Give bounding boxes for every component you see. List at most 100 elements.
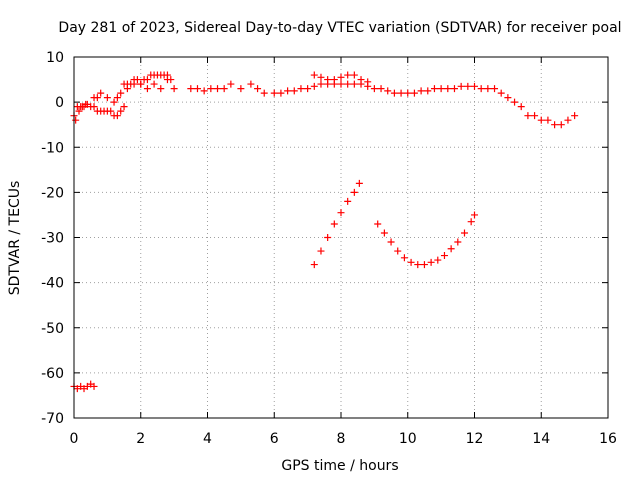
- data-point: [407, 258, 415, 266]
- data-point: [437, 85, 445, 93]
- data-point: [247, 80, 255, 88]
- x-tick-label: 4: [203, 431, 212, 447]
- data-point: [460, 229, 468, 237]
- y-tick-label: -60: [41, 366, 64, 382]
- x-tick-label: 2: [136, 431, 145, 447]
- data-point: [290, 87, 298, 95]
- data-point: [193, 85, 201, 93]
- data-point: [427, 258, 435, 266]
- data-point: [397, 89, 405, 97]
- data-point: [504, 94, 512, 102]
- data-point: [90, 382, 98, 390]
- data-point: [330, 220, 338, 228]
- data-point: [484, 85, 492, 93]
- series-seg-valley: [374, 211, 478, 269]
- data-point: [447, 245, 455, 253]
- data-point: [344, 80, 352, 88]
- data-point: [227, 80, 235, 88]
- data-point: [97, 89, 105, 97]
- x-tick-label: 10: [399, 431, 417, 447]
- data-point: [430, 85, 438, 93]
- data-point: [344, 197, 352, 205]
- data-point: [297, 85, 305, 93]
- data-point: [337, 73, 345, 81]
- data-point: [137, 80, 145, 88]
- data-point: [457, 82, 465, 90]
- data-point: [404, 89, 412, 97]
- data-point: [424, 87, 432, 95]
- chart-title: Day 281 of 2023, Sidereal Day-to-day VTE…: [58, 20, 621, 36]
- data-point: [117, 107, 125, 115]
- data-point: [454, 238, 462, 246]
- data-point: [350, 188, 358, 196]
- y-tick-label: -20: [41, 185, 64, 201]
- x-axis-label: GPS time / hours: [281, 458, 398, 474]
- data-point: [187, 85, 195, 93]
- data-point: [220, 85, 228, 93]
- grid-lines: [74, 57, 608, 418]
- data-point: [317, 73, 325, 81]
- data-point: [364, 78, 372, 86]
- data-point: [524, 112, 532, 120]
- data-point: [410, 89, 418, 97]
- data-point: [564, 116, 572, 124]
- x-tick-label: 0: [70, 431, 79, 447]
- data-point: [113, 112, 121, 120]
- data-point: [277, 89, 285, 97]
- y-axis-label: SDTVAR / TECUs: [7, 181, 23, 296]
- data-point: [72, 116, 80, 124]
- data-point: [344, 71, 352, 79]
- data-point: [254, 85, 262, 93]
- data-point: [310, 71, 318, 79]
- data-point: [517, 103, 525, 111]
- data-point: [270, 89, 278, 97]
- data-point: [330, 76, 338, 84]
- data-point: [310, 82, 318, 90]
- data-point: [324, 76, 332, 84]
- data-point: [571, 112, 579, 120]
- data-point: [471, 82, 478, 90]
- y-tick-label: -70: [41, 411, 64, 427]
- data-point: [491, 85, 499, 93]
- data-points: [70, 71, 579, 393]
- data-point: [163, 76, 171, 84]
- data-point: [133, 76, 141, 84]
- y-tick-label: 0: [55, 95, 64, 111]
- series-seg-morning: [123, 76, 478, 97]
- x-tick-label: 8: [337, 431, 346, 447]
- x-tick-label: 14: [532, 431, 550, 447]
- data-point: [414, 261, 422, 269]
- data-point: [350, 80, 358, 88]
- data-point: [90, 103, 98, 111]
- data-point: [497, 89, 505, 97]
- data-point: [350, 71, 358, 79]
- series-seg-outlier: [70, 380, 98, 393]
- data-point: [284, 87, 292, 95]
- y-tick-label: -50: [41, 321, 64, 337]
- data-point: [464, 82, 472, 90]
- data-point: [310, 261, 318, 269]
- data-point: [317, 80, 325, 88]
- data-point: [511, 98, 519, 106]
- data-point: [143, 85, 151, 93]
- data-point: [75, 107, 83, 115]
- y-tick-label: -40: [41, 276, 64, 292]
- data-point: [544, 116, 552, 124]
- data-point: [207, 85, 215, 93]
- data-point: [103, 94, 111, 102]
- data-point: [467, 218, 475, 226]
- data-point: [400, 254, 408, 262]
- x-tick-label: 12: [466, 431, 484, 447]
- data-point: [370, 85, 378, 93]
- data-point: [117, 89, 125, 97]
- data-point: [420, 261, 428, 269]
- data-point: [260, 89, 268, 97]
- data-point: [110, 98, 118, 106]
- data-point: [304, 85, 312, 93]
- plot-frame: [73, 56, 609, 419]
- data-point: [337, 209, 345, 217]
- data-point: [337, 80, 345, 88]
- data-point: [444, 85, 452, 93]
- series-seg-early: [70, 100, 128, 124]
